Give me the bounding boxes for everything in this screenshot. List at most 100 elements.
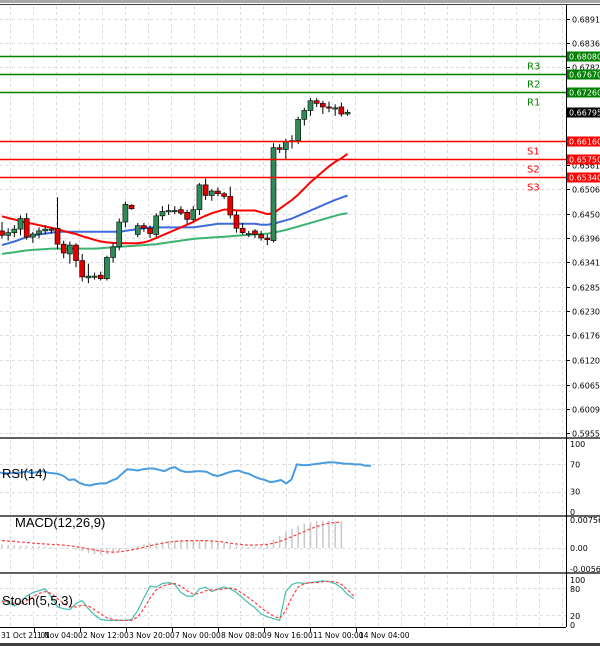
time-axis-label: 8 Nov 08:00 xyxy=(221,631,267,640)
candle-bull xyxy=(246,233,252,236)
level-r1-price-text: 0.67260 xyxy=(569,89,600,98)
candle-bull xyxy=(332,107,338,110)
time-axis-label: 2 Nov 12:00 xyxy=(83,631,129,640)
rsi-line xyxy=(0,461,371,487)
candle-bull xyxy=(91,275,98,278)
candle-bear xyxy=(326,106,332,109)
candle-bull xyxy=(116,221,123,248)
price-axis-label: 0.68915 xyxy=(572,16,600,25)
candle-bear xyxy=(73,244,79,261)
stoch-main-line xyxy=(1,580,355,622)
candle-bear xyxy=(313,100,320,104)
candle-bear xyxy=(233,214,240,229)
price-axis-label: 0.60095 xyxy=(572,406,600,415)
current-price-tag xyxy=(567,107,600,118)
time-axis-label: 7 Nov 00:00 xyxy=(175,631,221,640)
price-axis-label: 0.65615 xyxy=(572,162,600,171)
level-r3-price-text: 0.68080 xyxy=(569,53,600,62)
candle-bull xyxy=(153,215,160,235)
candle-bull xyxy=(30,233,36,238)
macd-axis-label: 0.007562 xyxy=(570,516,600,525)
rsi-axis-label: 100 xyxy=(570,440,585,449)
rsi-indicator-label: RSI(14) xyxy=(2,466,47,481)
time-axis-label: 31 Oct 21:01 xyxy=(1,631,50,640)
stoch-indicator-label: Stoch(5,5,3) xyxy=(2,593,73,608)
candle-bear xyxy=(252,230,258,235)
level-s1-label: S1 xyxy=(527,147,540,158)
level-r2-price-text: 0.67670 xyxy=(569,71,600,80)
candle-bull xyxy=(190,209,197,220)
candle-bull xyxy=(67,244,73,255)
time-axis-label: 9 Nov 16:00 xyxy=(267,631,313,640)
candle-bear xyxy=(239,227,246,233)
candle-bear xyxy=(227,196,234,216)
window-top-border xyxy=(0,0,600,3)
level-s3-price-text: 0.65340 xyxy=(569,174,600,183)
macd-axis-label: -0.005636 xyxy=(570,565,600,574)
macd-histogram xyxy=(1,520,343,555)
time-axis-label: 1 Nov 04:00 xyxy=(37,631,83,640)
candles xyxy=(0,98,351,284)
candle-bull xyxy=(104,257,110,280)
candle-bear xyxy=(141,225,147,229)
stoch-axis-label: 80 xyxy=(570,585,580,594)
rsi-axis-label: 0 xyxy=(570,508,575,517)
stoch-axis-label: 20 xyxy=(570,612,580,621)
ma-slow-line xyxy=(1,212,348,255)
candle-bull xyxy=(122,204,129,223)
level-r1-price-tag xyxy=(567,87,600,98)
level-r3-label: R3 xyxy=(527,62,540,73)
macd-indicator-label: MACD(12,26,9) xyxy=(15,515,106,530)
price-axis-label: 0.63965 xyxy=(572,235,600,244)
candle-bull xyxy=(17,218,24,230)
time-axis-label: 3 Nov 20:00 xyxy=(129,631,175,640)
grid-lines xyxy=(0,6,566,626)
current-price-text: 0.66795 xyxy=(569,109,600,118)
candle-bull xyxy=(11,228,18,233)
window-bottom-border xyxy=(0,643,600,646)
candle-bull xyxy=(159,211,166,217)
candle-bear xyxy=(221,193,227,197)
candle-bull xyxy=(36,230,42,235)
candle-bull xyxy=(196,184,203,210)
candle-bull xyxy=(171,210,178,213)
candle-bear xyxy=(97,274,104,280)
candle-bear xyxy=(320,103,326,108)
stoch-axis-label: 0 xyxy=(570,621,575,630)
candle-bear xyxy=(79,260,86,278)
candle-bull xyxy=(48,228,55,231)
candle-bull xyxy=(307,100,314,111)
candle-bull xyxy=(85,275,92,279)
candle-bear xyxy=(258,234,264,239)
level-s3-label: S3 xyxy=(527,183,540,194)
candle-bear xyxy=(54,227,61,245)
macd-axis-label: 0.00 xyxy=(570,544,588,553)
level-r1-label: R1 xyxy=(527,98,540,109)
rsi-axis-label: 30 xyxy=(570,488,580,497)
ma-medium-line xyxy=(1,194,348,247)
candle-bear xyxy=(202,184,209,196)
level-s2-price-tag xyxy=(567,154,600,165)
stoch-signal-line xyxy=(2,580,355,622)
candle-bear xyxy=(184,212,190,220)
price-axis-label: 0.59555 xyxy=(572,430,600,439)
level-s1-price-text: 0.66160 xyxy=(569,138,600,147)
candle-bull xyxy=(110,246,116,258)
candle-bull xyxy=(208,190,215,196)
stoch-axis-label: 100 xyxy=(570,576,585,585)
candle-bear xyxy=(264,237,271,241)
candle-bear xyxy=(215,190,221,195)
price-axis-label: 0.61205 xyxy=(572,357,600,366)
level-s1-price-tag xyxy=(567,136,600,147)
macd-signal-line xyxy=(1,521,342,553)
candle-bull xyxy=(42,228,48,232)
candle-bull xyxy=(5,232,11,236)
level-s2-label: S2 xyxy=(527,165,540,176)
